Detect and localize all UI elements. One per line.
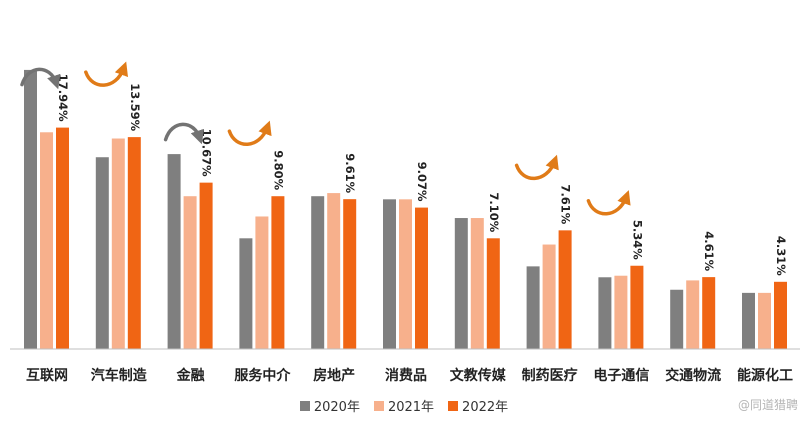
- category-label-2: 金融: [176, 367, 205, 384]
- data-label-6: 7.10%: [487, 192, 501, 232]
- trend-arrow-up-7: [514, 154, 559, 181]
- bar-2020-6: [454, 218, 468, 349]
- bar-2020-10: [742, 292, 755, 349]
- data-label-9: 4.61%: [702, 231, 716, 271]
- bar-2022-10: [774, 281, 787, 349]
- legend-item-2021: 2021年: [373, 396, 435, 415]
- category-label-6: 文教传媒: [450, 367, 507, 384]
- bar-2021-9: [686, 280, 700, 349]
- legend-label-2020: 2020年: [313, 400, 360, 415]
- category-label-8: 电子通信: [593, 367, 649, 384]
- data-label-3: 9.80%: [271, 150, 285, 190]
- bar-2021-7: [542, 244, 556, 349]
- bar-2022-5: [415, 207, 428, 349]
- legend-item-2020: 2020年: [299, 396, 360, 415]
- category-label-5: 消费品: [385, 367, 427, 384]
- data-label-7: 7.61%: [559, 184, 573, 224]
- bar-2020-2: [167, 154, 181, 349]
- bar-2021-0: [40, 132, 53, 349]
- bar-2021-3: [255, 216, 269, 349]
- bar-2022-9: [702, 277, 716, 349]
- bar-2021-6: [470, 218, 484, 349]
- trend-arrow-up-8: [586, 190, 631, 216]
- data-label-2: 10.67%: [200, 129, 214, 177]
- data-label-4: 9.61%: [343, 153, 357, 193]
- bar-2020-7: [526, 266, 540, 349]
- bar-2022-3: [271, 196, 285, 349]
- bar-2020-8: [598, 277, 612, 349]
- trend-arrow-down-0: [20, 67, 61, 90]
- trend-arrow-up-1: [84, 61, 128, 87]
- bar-2021-10: [758, 292, 771, 349]
- trend-arrow-up-3: [227, 120, 272, 146]
- bar-2021-1: [111, 138, 125, 349]
- bar-2021-4: [327, 193, 341, 349]
- bar-2022-0: [56, 127, 69, 350]
- data-label-10: 4.31%: [774, 236, 788, 276]
- category-label-4: 房地产: [313, 367, 355, 384]
- legend-swatch-2021: [373, 400, 384, 411]
- data-label-5: 9.07%: [415, 162, 429, 202]
- trend-arrow-down-2: [163, 122, 205, 145]
- bar-2021-8: [614, 275, 628, 349]
- legend: 2020年 2021年 2022年: [0, 396, 808, 415]
- legend-swatch-2022: [448, 400, 459, 411]
- bar-2022-1: [127, 137, 141, 349]
- bar-2021-5: [399, 199, 412, 349]
- bar-2020-5: [383, 199, 396, 349]
- data-label-8: 5.34%: [630, 220, 644, 260]
- bar-2022-7: [558, 230, 572, 349]
- bar-2021-2: [183, 196, 197, 349]
- category-label-10: 能源化工: [737, 367, 793, 384]
- bar-2020-1: [95, 157, 109, 349]
- data-label-1: 13.59%: [128, 83, 142, 131]
- bar-2020-0: [24, 69, 37, 350]
- legend-label-2021: 2021年: [387, 400, 435, 415]
- bar-2022-6: [486, 238, 500, 349]
- legend-item-2022: 2022年: [448, 396, 508, 415]
- bar-2022-8: [630, 265, 644, 349]
- bar-2022-4: [343, 199, 357, 349]
- bar-2020-3: [239, 238, 253, 349]
- legend-swatch-2020: [299, 400, 310, 411]
- category-label-9: 交通物流: [665, 367, 721, 384]
- watermark: @同道猎聘: [737, 398, 798, 412]
- legend-label-2022: 2022年: [462, 400, 509, 415]
- data-label-0: 17.94%: [56, 74, 70, 122]
- category-label-0: 互联网: [26, 368, 68, 384]
- bar-2022-2: [199, 182, 213, 349]
- bar-2020-4: [311, 196, 325, 349]
- bar-2020-9: [670, 289, 684, 349]
- category-label-1: 汽车制造: [91, 367, 147, 384]
- category-label-3: 服务中介: [234, 367, 291, 384]
- category-label-7: 制药医疗: [522, 367, 578, 384]
